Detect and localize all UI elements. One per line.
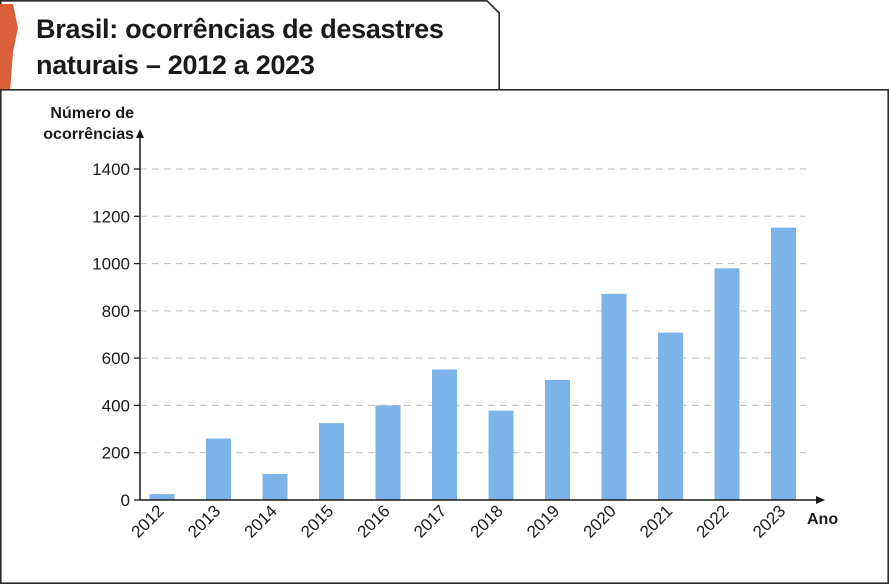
y-tick-label: 1400 — [92, 160, 130, 179]
bar — [206, 438, 231, 500]
bar — [545, 379, 570, 500]
y-tick-label: 1200 — [92, 207, 130, 226]
bar — [658, 332, 683, 500]
bar — [488, 410, 514, 500]
accent-marker — [0, 4, 18, 92]
y-tick-label: 800 — [102, 302, 130, 321]
bar — [714, 268, 740, 500]
bar — [262, 473, 288, 500]
y-tick-label: 400 — [102, 396, 130, 415]
x-axis-label: Ano — [807, 511, 838, 528]
y-tick-label: 200 — [102, 444, 130, 463]
x-axis-arrow — [816, 496, 825, 504]
bar — [601, 293, 627, 500]
y-tick-label: 0 — [121, 491, 130, 510]
bar — [319, 423, 344, 500]
bar — [375, 405, 401, 500]
y-axis-arrow — [136, 129, 144, 138]
bar — [149, 494, 175, 500]
y-tick-label: 1000 — [92, 255, 130, 274]
bar — [771, 227, 796, 501]
y-tick-label: 600 — [102, 349, 130, 368]
y-axis-label: Número de ocorrências — [43, 105, 134, 143]
title-tab — [0, 0, 500, 92]
chart-title: Brasil: ocorrências de desastres naturai… — [36, 14, 444, 80]
bar — [432, 369, 457, 500]
